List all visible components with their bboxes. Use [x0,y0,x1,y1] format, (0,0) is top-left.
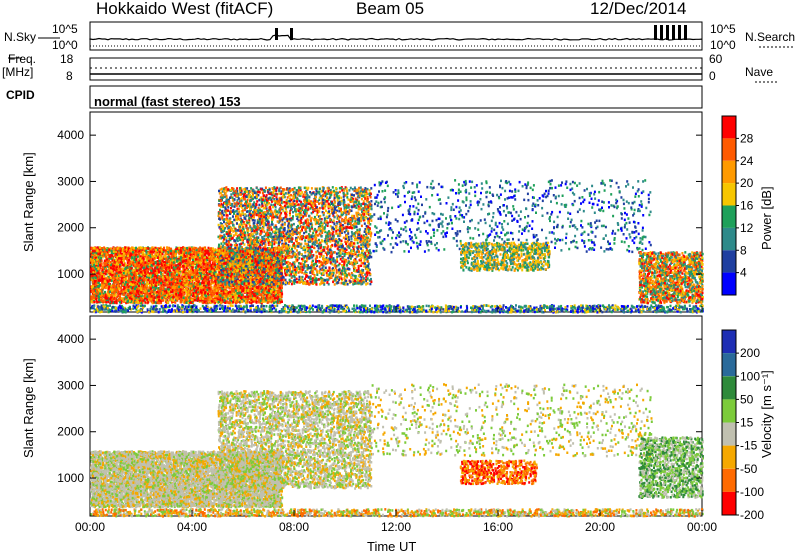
noise-spike [666,25,669,40]
noise-spike [290,28,293,40]
noise-spike [678,25,681,40]
noise-spike [672,25,675,40]
noise-spike [684,25,687,40]
summary-plot: 4000300020001000400030002000100000:00 04:… [0,0,800,554]
noise-spike [275,28,278,40]
freq-panel-frame [90,58,702,80]
noise-spike [654,25,657,40]
freq-traces [90,68,702,74]
noise-traces [90,25,702,46]
cpid-strip-frame [90,86,702,108]
noise-sky-trace [90,35,702,40]
noise-spike [660,25,663,40]
